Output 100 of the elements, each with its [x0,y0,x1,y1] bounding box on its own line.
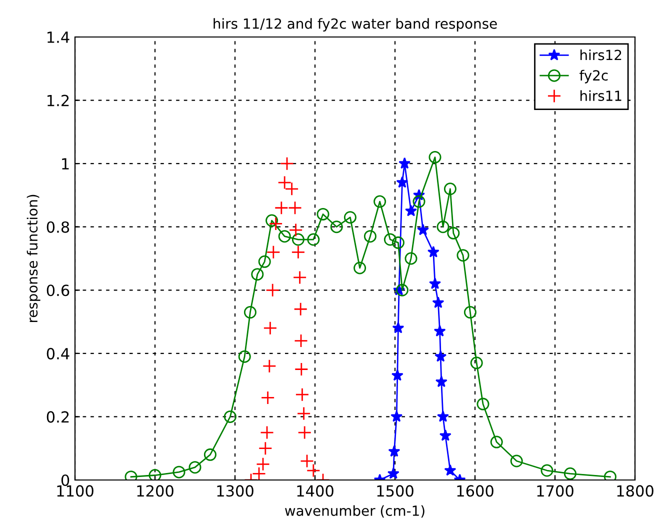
point [288,223,303,237]
point [384,233,396,246]
point [278,176,292,190]
point [288,200,302,215]
point [284,182,299,196]
point [256,457,270,472]
point [404,252,418,265]
point [447,226,460,240]
y-tick-label: 0 [61,474,70,486]
point [292,270,307,284]
y-tick-label: 1.2 [48,94,69,106]
point [387,467,400,479]
point [412,195,426,208]
x-tick-label: 1600 [457,485,494,497]
point [274,200,288,215]
point [444,182,456,196]
y-axis-title: response function) [26,194,40,322]
point [244,306,256,319]
point [540,464,554,477]
point [300,454,314,468]
point [444,464,456,476]
point [251,268,264,281]
point [262,359,276,374]
point [260,390,275,405]
point [258,255,271,268]
point [392,236,404,249]
y-tick-label: 1 [62,158,69,170]
point [374,195,386,208]
point [490,436,503,448]
chart-title: hirs 11/12 and fy2c water band response [214,18,497,32]
point [464,306,476,319]
point [238,350,251,363]
point [564,467,576,480]
point [188,461,202,474]
y-tick-label: 0.4 [46,348,70,360]
point [148,469,162,480]
legend-label: hirs12 [580,50,622,60]
x-axis-title: wavenumber (cm-1) [285,505,424,518]
point [204,448,216,461]
point [470,356,483,370]
point [436,220,450,234]
x-tick-label: 1400 [297,485,334,497]
y-tick-label: 0.6 [46,284,70,296]
point [392,322,404,334]
point [434,350,447,362]
x-tick-label: 1100 [57,485,94,497]
point [429,278,441,290]
y-tick-label: 0.2 [46,411,69,423]
point [295,388,310,402]
point [476,398,490,410]
x-tick-label: 1300 [217,485,254,497]
point [432,296,444,308]
point [388,445,400,457]
point [398,157,411,169]
point [390,410,403,422]
point [330,220,343,234]
point [292,233,304,246]
point [437,410,449,422]
y-tick-label: 1.4 [48,32,70,43]
point [294,302,308,316]
point [307,233,320,246]
point [354,262,366,274]
point [266,245,280,260]
x-tick-label: 1800 [617,485,654,497]
point [263,321,278,336]
point [298,426,312,440]
point [417,224,429,236]
point [396,176,408,188]
point [266,214,278,227]
point [456,249,470,262]
point [427,246,440,258]
point [405,204,417,216]
point [396,284,408,296]
point [258,441,272,456]
legend-label: fy2c [580,70,608,84]
x-tick-label: 1700 [537,485,574,497]
point [294,362,308,376]
point [224,410,236,423]
y-tick-label: 0.8 [46,221,70,233]
point [428,150,442,164]
legend-label: hirs11 [580,90,622,102]
point [435,376,448,388]
point [296,406,311,420]
point [291,245,306,260]
point [391,369,404,381]
point [260,426,274,440]
point [294,334,308,348]
point [434,325,446,336]
point [278,230,291,243]
x-tick-label: 1500 [377,485,414,497]
point [344,211,356,224]
point [316,208,330,220]
point [439,429,452,441]
point [306,464,320,478]
point [268,216,283,231]
point [266,283,280,298]
x-tick-label: 1200 [137,485,174,497]
point [510,454,523,468]
point [172,466,186,478]
point [364,230,376,243]
